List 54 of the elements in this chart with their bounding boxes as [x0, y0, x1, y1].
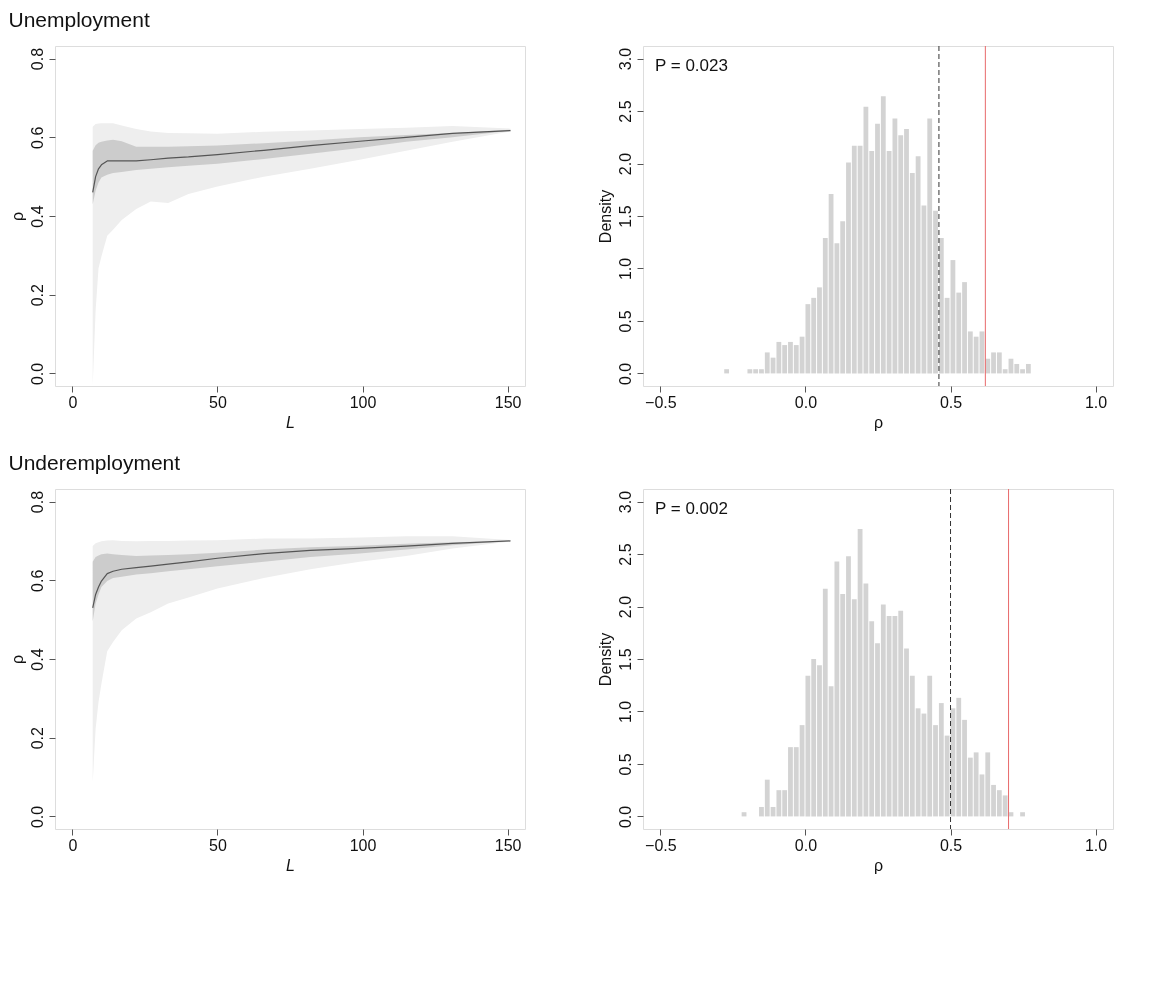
y-tick-label: 0.0 [28, 805, 46, 829]
y-axis-title: Density [596, 189, 614, 244]
y-axis-title: ρ [8, 654, 26, 665]
x-tick-label: 50 [209, 836, 227, 854]
y-tick-label: 0.2 [28, 726, 46, 750]
chart-title: Unemployment [8, 8, 150, 31]
x-tick-label: −0.5 [645, 836, 677, 854]
x-tick-label: 1.0 [1084, 836, 1108, 854]
x-tick-label: 50 [209, 393, 227, 411]
x-tick-label: 0 [68, 836, 78, 854]
x-tick-label: 0.5 [939, 836, 963, 854]
x-tick-label: 0.5 [939, 393, 963, 411]
y-tick-label: 2.0 [616, 595, 634, 619]
y-axis-title: ρ [8, 211, 26, 222]
x-tick-label: 0.0 [794, 393, 818, 411]
y-tick-label: 1.0 [616, 700, 634, 724]
y-tick-label: 1.0 [616, 257, 634, 281]
chart-title: Underemployment [8, 451, 181, 474]
y-tick-label: 0.0 [28, 362, 46, 386]
x-tick-label: 100 [349, 836, 377, 854]
annotation: P = 0.023 [655, 56, 728, 75]
y-tick-label: 2.0 [616, 152, 634, 176]
x-tick-label: 150 [494, 393, 522, 411]
x-tick-label: 0 [68, 393, 78, 411]
x-tick-label: 1.0 [1084, 393, 1108, 411]
y-tick-label: 0.2 [28, 283, 46, 307]
y-tick-label: 0.8 [28, 490, 46, 514]
y-tick-label: 0.0 [616, 805, 634, 829]
x-tick-label: −0.5 [645, 393, 677, 411]
y-tick-label: 3.0 [616, 47, 634, 71]
y-tick-label: 0.0 [616, 362, 634, 386]
x-tick-label: 0.0 [794, 836, 818, 854]
y-tick-label: 0.5 [616, 753, 634, 776]
y-tick-label: 1.5 [616, 205, 634, 228]
x-tick-label: 150 [494, 836, 522, 854]
y-tick-label: 2.5 [616, 543, 634, 566]
y-tick-label: 0.4 [28, 205, 46, 228]
y-tick-label: 0.6 [28, 569, 46, 592]
annotation: P = 0.002 [655, 499, 728, 518]
y-tick-label: 1.5 [616, 648, 634, 671]
y-tick-label: 2.5 [616, 100, 634, 123]
x-axis-title: L [286, 856, 295, 874]
y-tick-label: 0.6 [28, 126, 46, 149]
line-series [92, 130, 512, 193]
y-tick-label: 0.5 [616, 310, 634, 333]
x-axis-title: ρ [873, 856, 884, 874]
y-tick-label: 0.8 [28, 47, 46, 71]
y-tick-label: 3.0 [616, 490, 634, 514]
x-axis-title: ρ [873, 413, 884, 431]
y-tick-label: 0.4 [28, 648, 46, 671]
y-axis-title: Density [596, 632, 614, 687]
x-axis-title: L [286, 413, 295, 431]
line-series [92, 540, 512, 609]
x-tick-label: 100 [349, 393, 377, 411]
